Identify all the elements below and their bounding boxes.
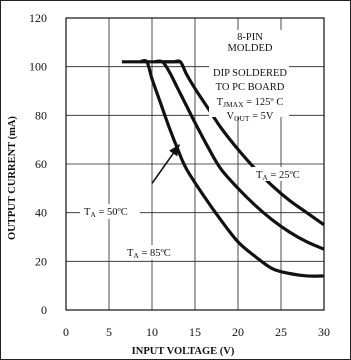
label-ta50-text: TA = 50ºC [84, 207, 128, 219]
tick-labels: 0 5 10 15 20 25 30 0 20 40 60 80 100 120 [29, 11, 330, 339]
label-ta50-background [80, 204, 140, 219]
x-tick-label-0: 0 [63, 325, 69, 339]
label-ta25-background [252, 167, 306, 181]
arrow-layer [151, 144, 181, 184]
series-line-0 [163, 59, 325, 227]
x-tick-label-4: 20 [232, 325, 244, 339]
y-tick-label-2: 40 [35, 206, 47, 220]
annotation-vout: VOUT = 5V [226, 111, 273, 123]
x-tick-label-6: 30 [318, 325, 330, 339]
arrow-head [169, 144, 180, 157]
annotation: 8-PIN MOLDED DIP SOLDERED TO PC BOARD TJ… [209, 30, 289, 123]
x-tick-label-2: 10 [146, 325, 158, 339]
label-ta25-text: TA = 25ºC [256, 170, 300, 182]
x-tick-label-3: 15 [189, 325, 201, 339]
annotation-background [209, 30, 289, 117]
plot-frame [65, 17, 325, 311]
label-ta85-background [123, 245, 183, 260]
grid [66, 18, 324, 310]
y-tick-label-0: 0 [41, 303, 47, 317]
x-tick-label-5: 25 [275, 325, 287, 339]
annotation-line-3: DIP SOLDERED [213, 68, 287, 79]
x-tick-label-1: 5 [106, 325, 112, 339]
annotation-tjmax: TJMAX = 125º C [217, 97, 284, 109]
y-tick-label-6: 120 [29, 11, 47, 25]
y-axis-label: OUTPUT CURRENT (mA) [7, 116, 18, 240]
label-ta50: TA = 50ºC [80, 204, 140, 219]
series-layer [121, 58, 325, 278]
y-tick-label-5: 100 [29, 60, 47, 74]
x-axis-label: INPUT VOLTAGE (V) [132, 346, 235, 357]
series-line-1 [154, 59, 325, 251]
y-tick-label-1: 20 [35, 254, 47, 268]
label-ta85: TA = 85ºC [123, 245, 183, 260]
annotation-line-1: 8-PIN [237, 32, 263, 43]
y-tick-label-3: 60 [35, 157, 47, 171]
annotation-line-2: MOLDED [228, 43, 273, 54]
y-tick-label-4: 80 [35, 108, 47, 122]
label-ta85-text: TA = 85ºC [127, 248, 171, 260]
series-line-2 [139, 58, 325, 278]
label-ta25: TA = 25ºC [252, 167, 306, 182]
annotation-line-4: TO PC BOARD [216, 82, 285, 93]
